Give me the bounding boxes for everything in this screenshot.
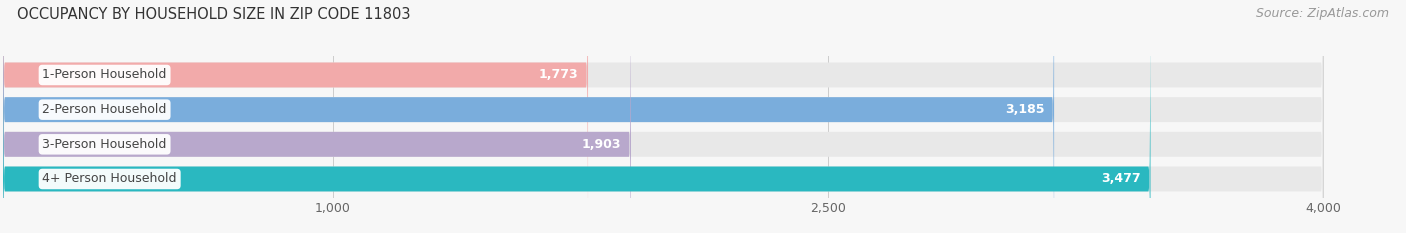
Text: 2-Person Household: 2-Person Household [42, 103, 167, 116]
FancyBboxPatch shape [3, 0, 1150, 233]
Text: Source: ZipAtlas.com: Source: ZipAtlas.com [1256, 7, 1389, 20]
Text: 3-Person Household: 3-Person Household [42, 138, 167, 151]
FancyBboxPatch shape [3, 0, 631, 233]
Text: 1,773: 1,773 [538, 69, 578, 82]
Text: 3,185: 3,185 [1005, 103, 1045, 116]
FancyBboxPatch shape [3, 0, 1323, 233]
Text: OCCUPANCY BY HOUSEHOLD SIZE IN ZIP CODE 11803: OCCUPANCY BY HOUSEHOLD SIZE IN ZIP CODE … [17, 7, 411, 22]
FancyBboxPatch shape [3, 0, 588, 233]
FancyBboxPatch shape [3, 0, 1054, 233]
Text: 1-Person Household: 1-Person Household [42, 69, 167, 82]
FancyBboxPatch shape [3, 0, 1323, 233]
FancyBboxPatch shape [3, 0, 1323, 233]
Text: 4+ Person Household: 4+ Person Household [42, 172, 177, 185]
FancyBboxPatch shape [3, 0, 1323, 233]
Text: 1,903: 1,903 [582, 138, 621, 151]
Text: 3,477: 3,477 [1101, 172, 1140, 185]
